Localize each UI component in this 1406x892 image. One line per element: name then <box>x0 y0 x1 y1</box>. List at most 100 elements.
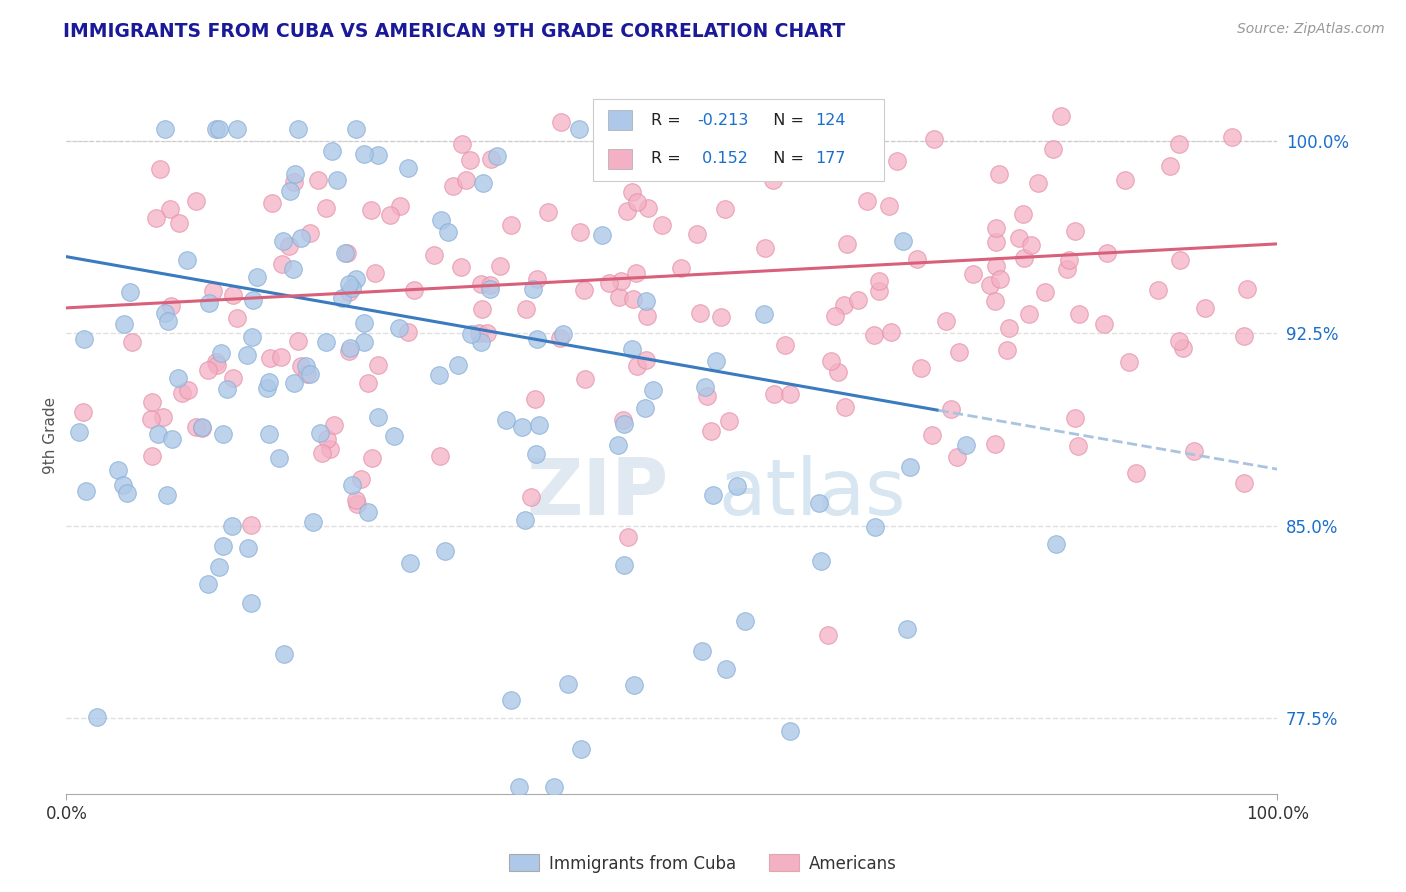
Point <box>475 326 498 340</box>
Point <box>598 277 620 291</box>
Point <box>501 693 523 707</box>
Point <box>807 496 830 510</box>
Point <box>734 614 756 628</box>
Point <box>621 185 644 199</box>
Point <box>621 121 644 136</box>
Point <box>430 213 453 227</box>
Point <box>948 345 970 359</box>
Point <box>988 167 1011 181</box>
Point <box>447 359 470 373</box>
Point <box>107 463 129 477</box>
Point <box>752 307 775 321</box>
Point <box>693 380 716 394</box>
Point <box>945 450 967 465</box>
Point <box>499 218 522 232</box>
Point <box>641 383 664 397</box>
Point <box>1042 142 1064 156</box>
Point <box>1159 159 1181 173</box>
Point <box>295 367 318 381</box>
Point <box>612 413 634 427</box>
Point <box>898 459 921 474</box>
Point <box>837 236 859 251</box>
Point <box>72 405 94 419</box>
Point <box>1146 283 1168 297</box>
Point <box>621 293 644 307</box>
Point <box>202 284 225 298</box>
Point <box>891 234 914 248</box>
Point <box>1168 252 1191 267</box>
Point <box>1095 246 1118 260</box>
Point <box>283 376 305 391</box>
Point <box>689 306 711 320</box>
Point <box>191 419 214 434</box>
Point <box>367 409 389 424</box>
Point <box>458 153 481 167</box>
Point <box>460 327 482 342</box>
Point <box>226 310 249 325</box>
Point <box>553 326 575 341</box>
Point <box>340 478 363 492</box>
Point <box>73 332 96 346</box>
Point <box>197 362 219 376</box>
Point <box>278 239 301 253</box>
Text: atlas: atlas <box>718 455 905 532</box>
Point <box>337 277 360 292</box>
Point <box>879 326 901 340</box>
Point <box>160 433 183 447</box>
Point <box>921 428 943 442</box>
Point <box>621 342 644 356</box>
Point <box>260 196 283 211</box>
Point <box>184 420 207 434</box>
Text: R =: R = <box>651 152 692 167</box>
Point <box>515 301 537 316</box>
Point <box>239 597 262 611</box>
Point <box>636 309 658 323</box>
Point <box>336 246 359 260</box>
Point <box>240 518 263 533</box>
Point <box>454 172 477 186</box>
Y-axis label: 9th Grade: 9th Grade <box>44 397 58 475</box>
Point <box>267 450 290 465</box>
Point <box>984 260 1007 274</box>
Point <box>613 558 636 572</box>
Point <box>714 662 737 676</box>
Point <box>1018 307 1040 321</box>
Point <box>344 121 367 136</box>
Point <box>1067 440 1090 454</box>
Point <box>543 780 565 794</box>
Point <box>634 353 657 368</box>
Point <box>868 274 890 288</box>
Text: -0.213: -0.213 <box>697 112 749 128</box>
Point <box>307 173 329 187</box>
Point <box>115 486 138 500</box>
Point <box>495 413 517 427</box>
Point <box>827 365 849 379</box>
Point <box>153 121 176 136</box>
Point <box>704 353 727 368</box>
Point <box>145 211 167 226</box>
Point <box>278 184 301 198</box>
Point <box>240 330 263 344</box>
Point <box>623 678 645 692</box>
Point <box>626 195 648 210</box>
Point <box>634 401 657 415</box>
Point <box>360 451 382 466</box>
Point <box>121 335 143 350</box>
Point <box>574 372 596 386</box>
Point <box>205 358 228 372</box>
Point <box>763 387 786 401</box>
Point <box>287 334 309 348</box>
Point <box>389 199 412 213</box>
Point <box>508 780 530 794</box>
Point <box>344 272 367 286</box>
Point <box>1236 282 1258 296</box>
Point <box>513 513 536 527</box>
Point <box>669 121 692 136</box>
Point <box>773 337 796 351</box>
Point <box>378 208 401 222</box>
Point <box>451 136 474 151</box>
Point <box>624 266 647 280</box>
Point <box>470 277 492 292</box>
Text: 177: 177 <box>815 152 845 167</box>
Point <box>1173 342 1195 356</box>
